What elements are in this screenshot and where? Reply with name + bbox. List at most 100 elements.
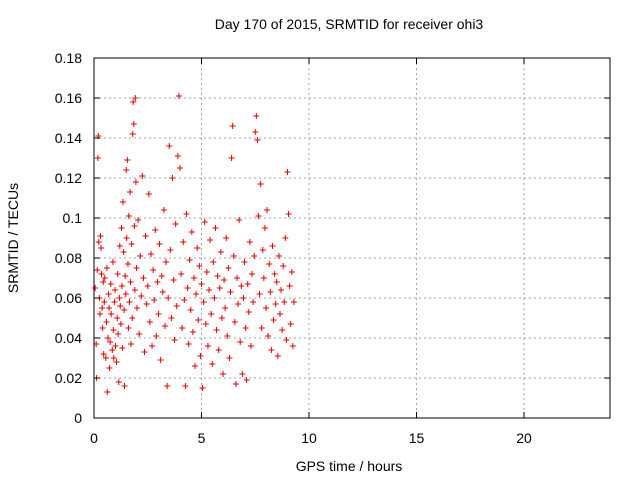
- data-point: [253, 113, 260, 119]
- y-axis: 0 0.02 0.04 0.06 0.08 0.1 0.12 0.14 0.16 0.18: [55, 50, 610, 426]
- data-point: [226, 355, 233, 361]
- data-point: [128, 241, 135, 247]
- y-tick-label: 0.16: [55, 90, 82, 106]
- data-point: [175, 93, 182, 99]
- data-point: [193, 291, 200, 297]
- data-point: [139, 173, 146, 179]
- data-point: [165, 295, 172, 301]
- data-point: [127, 341, 134, 347]
- x-tick-label: 0: [90, 430, 98, 446]
- data-point: [229, 123, 236, 129]
- data-point: [160, 207, 167, 213]
- data-point: [243, 377, 250, 383]
- data-point: [182, 383, 189, 389]
- data-point: [138, 293, 145, 299]
- data-point: [228, 155, 235, 161]
- data-point: [286, 283, 293, 289]
- data-point: [235, 301, 242, 307]
- data-point: [155, 311, 162, 317]
- y-tick-label: 0.02: [55, 370, 82, 386]
- y-tick-label: 0.12: [55, 170, 82, 186]
- data-point: [122, 291, 129, 297]
- y-tick-label: 0.08: [55, 250, 82, 266]
- data-point: [239, 371, 246, 377]
- data-point: [137, 253, 144, 259]
- data-point: [259, 247, 266, 253]
- data-point: [124, 157, 131, 163]
- data-point: [133, 265, 140, 271]
- data-point: [94, 267, 101, 273]
- data-point: [231, 319, 238, 325]
- data-point: [109, 347, 116, 353]
- data-point: [272, 301, 279, 307]
- data-point: [158, 273, 165, 279]
- data-point: [251, 253, 258, 259]
- x-tick-label: 20: [516, 430, 532, 446]
- data-point: [132, 179, 139, 185]
- data-point: [98, 271, 105, 277]
- data-point: [225, 265, 232, 271]
- grid: [94, 58, 610, 418]
- data-point: [145, 191, 152, 197]
- data-point: [172, 221, 179, 227]
- data-point: [195, 317, 202, 323]
- data-point: [206, 287, 213, 293]
- data-point: [204, 343, 211, 349]
- data-point: [287, 321, 294, 327]
- y-tick-label: 0: [74, 410, 82, 426]
- data-point: [157, 357, 164, 363]
- data-point: [288, 269, 295, 275]
- data-point: [136, 331, 143, 337]
- data-point: [125, 213, 132, 219]
- data-point: [108, 311, 115, 317]
- data-point: [244, 281, 251, 287]
- data-point: [254, 137, 261, 143]
- data-point: [274, 353, 281, 359]
- data-point: [230, 253, 237, 259]
- y-tick-label: 0.04: [55, 330, 82, 346]
- data-point: [214, 273, 221, 279]
- data-point: [185, 341, 192, 347]
- y-tick-label: 0.18: [55, 50, 82, 66]
- data-point: [252, 129, 259, 135]
- data-point: [169, 175, 176, 181]
- data-point: [127, 279, 134, 285]
- data-points: [92, 93, 297, 395]
- data-point: [129, 315, 136, 321]
- data-point: [100, 351, 107, 357]
- data-point: [224, 333, 231, 339]
- chart-title: Day 170 of 2015, SRMTID for receiver ohi…: [215, 16, 484, 32]
- data-point: [173, 303, 180, 309]
- data-point: [232, 381, 239, 387]
- data-point: [153, 333, 160, 339]
- data-point: [112, 343, 119, 349]
- data-point: [101, 299, 108, 305]
- data-point: [130, 99, 137, 105]
- data-point: [126, 299, 133, 305]
- data-point: [110, 355, 117, 361]
- data-point: [209, 361, 216, 367]
- data-point: [114, 315, 121, 321]
- data-point: [216, 285, 223, 291]
- data-point: [179, 325, 186, 331]
- data-point: [151, 297, 158, 303]
- data-point: [154, 279, 161, 285]
- data-point: [242, 325, 249, 331]
- data-point: [116, 295, 123, 301]
- data-point: [104, 335, 111, 341]
- data-point: [120, 249, 127, 255]
- data-point: [114, 271, 121, 277]
- data-point: [237, 339, 244, 345]
- data-point: [135, 217, 142, 223]
- data-point: [201, 219, 208, 225]
- data-point: [200, 299, 207, 305]
- data-point: [117, 321, 124, 327]
- data-point: [116, 243, 123, 249]
- data-point: [94, 155, 101, 161]
- data-point: [131, 223, 138, 229]
- data-point: [238, 283, 245, 289]
- data-point: [121, 383, 128, 389]
- data-point: [113, 359, 120, 365]
- data-point: [99, 305, 106, 311]
